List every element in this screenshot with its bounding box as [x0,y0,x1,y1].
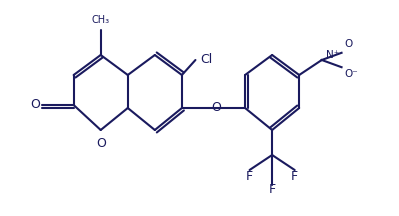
Text: Cl: Cl [200,54,212,67]
Text: O: O [212,102,221,114]
Text: N⁺: N⁺ [326,50,340,60]
Text: O: O [344,39,352,49]
Text: F: F [246,170,253,183]
Text: CH₃: CH₃ [92,16,110,25]
Text: F: F [269,183,276,196]
Text: O⁻: O⁻ [344,69,358,79]
Text: F: F [291,170,298,183]
Text: O: O [96,137,106,150]
Text: O: O [30,98,40,111]
